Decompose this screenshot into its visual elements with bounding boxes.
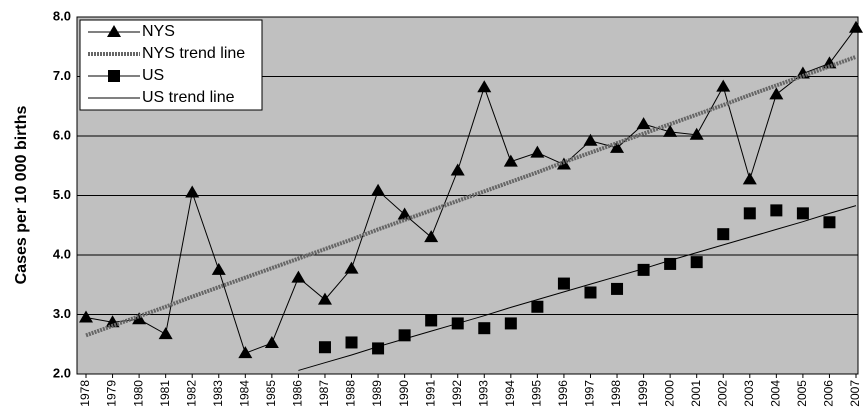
x-tick-label: 1979 — [105, 380, 119, 407]
data-point — [450, 163, 465, 176]
x-tick-label: 1991 — [423, 380, 437, 407]
data-point — [238, 346, 253, 359]
data-point — [717, 228, 730, 241]
data-point — [689, 127, 704, 140]
data-point — [611, 282, 624, 295]
data-point — [398, 329, 411, 342]
x-tick-label: 2005 — [795, 380, 809, 407]
data-point — [317, 292, 332, 305]
data-point — [371, 183, 386, 196]
x-tick-label: 2007 — [848, 380, 862, 407]
data-point — [557, 277, 570, 290]
data-point — [318, 341, 331, 354]
x-tick-label: 1990 — [397, 380, 411, 407]
x-tick-label: 1987 — [317, 380, 331, 407]
x-tick-label: 1996 — [556, 380, 570, 407]
data-point — [822, 56, 837, 69]
x-tick-label: 1985 — [264, 380, 278, 407]
data-point — [690, 256, 703, 269]
x-tick-label: 2003 — [742, 380, 756, 407]
data-point — [664, 257, 677, 270]
x-tick-label: 1983 — [211, 380, 225, 407]
x-tick-label: 1995 — [530, 380, 544, 407]
x-tick-label: 1998 — [609, 380, 623, 407]
x-tick-label: 1978 — [78, 380, 92, 407]
y-tick-label: 6.0 — [53, 127, 71, 142]
data-point — [637, 263, 650, 276]
data-point — [716, 79, 731, 92]
y-axis-label: Cases per 10 000 births — [13, 106, 30, 285]
legend-label: NYS — [142, 23, 175, 40]
x-tick-label: 2000 — [662, 380, 676, 407]
data-point — [211, 262, 226, 275]
data-point — [531, 300, 544, 313]
data-point — [478, 322, 491, 335]
x-tick-label: 1993 — [476, 380, 490, 407]
data-point — [742, 172, 757, 185]
x-tick-label: 2004 — [769, 380, 783, 407]
data-point — [344, 261, 359, 274]
data-point — [291, 270, 306, 283]
data-point — [424, 230, 439, 243]
data-point — [584, 286, 597, 299]
data-point — [796, 207, 809, 220]
data-point — [477, 80, 492, 93]
x-tick-label: 1986 — [291, 380, 305, 407]
series-line — [298, 205, 857, 371]
data-point — [264, 336, 279, 349]
x-tick-label: 2006 — [822, 380, 836, 407]
x-tick-label: 2002 — [715, 380, 729, 407]
data-point — [823, 216, 836, 229]
data-point — [158, 327, 173, 340]
y-tick-label: 3.0 — [53, 306, 71, 321]
data-point — [610, 140, 625, 153]
data-point — [769, 87, 784, 100]
y-tick-label: 4.0 — [53, 246, 71, 261]
x-tick-label: 1992 — [450, 380, 464, 407]
x-tick-label: 1999 — [636, 380, 650, 407]
y-tick-label: 2.0 — [53, 365, 71, 380]
x-tick-label: 1988 — [344, 380, 358, 407]
data-point — [770, 204, 783, 217]
data-point — [503, 154, 518, 167]
x-tick-label: 1981 — [158, 380, 172, 407]
x-tick-label: 1997 — [583, 380, 597, 407]
data-point — [79, 310, 93, 323]
x-tick-label: 1982 — [184, 380, 198, 407]
legend-label: US — [142, 67, 164, 84]
x-tick-label: 1980 — [131, 380, 145, 407]
legend-marker — [108, 70, 120, 82]
data-point — [185, 185, 200, 198]
x-tick-label: 1989 — [370, 380, 384, 407]
x-tick-label: 1984 — [237, 380, 251, 407]
data-point — [849, 20, 863, 33]
data-point — [530, 145, 545, 158]
data-point — [105, 315, 120, 328]
y-tick-label: 5.0 — [53, 187, 71, 202]
legend-marker — [107, 25, 121, 37]
data-point — [425, 314, 438, 327]
data-point — [743, 207, 756, 220]
y-tick-label: 7.0 — [53, 68, 71, 83]
data-point — [663, 124, 678, 137]
x-tick-label: 1994 — [503, 380, 517, 407]
series-line — [85, 54, 857, 338]
data-point — [504, 317, 517, 330]
data-point — [345, 336, 358, 349]
x-tick-label: 2001 — [689, 380, 703, 407]
data-point — [636, 117, 651, 130]
y-tick-label: 8.0 — [53, 8, 71, 23]
legend-label: US trend line — [142, 89, 235, 106]
data-point — [583, 133, 598, 146]
legend-label: NYS trend line — [142, 45, 245, 62]
